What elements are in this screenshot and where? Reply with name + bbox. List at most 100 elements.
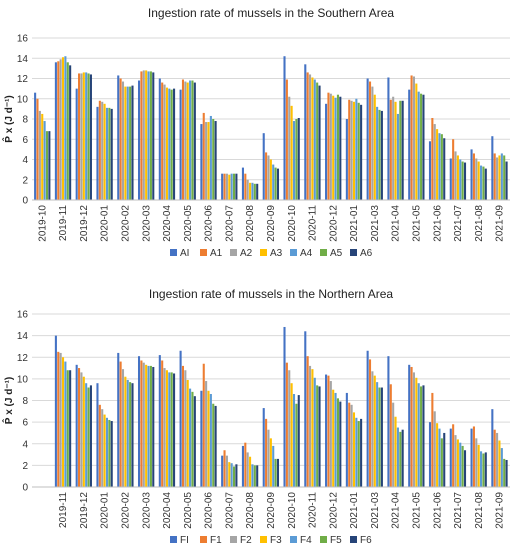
- bar-f5: [191, 392, 193, 487]
- bar-a1: [265, 152, 267, 200]
- bar-a4: [44, 121, 46, 200]
- legend-label: FI: [180, 535, 189, 546]
- x-tick-label: 2021-08: [474, 205, 485, 242]
- bar-a6: [256, 184, 258, 200]
- bar-f6: [485, 452, 487, 487]
- bar-f4: [189, 389, 191, 487]
- bar-a1: [369, 82, 371, 200]
- legend-item: F2: [230, 535, 252, 546]
- bar-f2: [475, 438, 477, 487]
- bar-f6: [464, 450, 466, 487]
- bar-f1: [494, 430, 496, 487]
- bar-f6: [194, 396, 196, 487]
- x-tick-label: 2020-08: [245, 205, 256, 242]
- bar-f1: [224, 450, 226, 487]
- bar-fi: [200, 391, 202, 487]
- bar-f6: [152, 367, 154, 487]
- bar-f4: [355, 418, 357, 487]
- bar-ai: [387, 77, 389, 200]
- bar-f5: [254, 465, 256, 487]
- bar-f2: [205, 381, 207, 487]
- bar-a6: [277, 169, 279, 200]
- bar-f1: [244, 443, 246, 487]
- bar-fi: [242, 446, 244, 487]
- bar-f2: [371, 371, 373, 487]
- x-tick-label: 2021-04: [391, 205, 402, 242]
- bar-a5: [482, 167, 484, 200]
- bar-a6: [48, 131, 50, 200]
- bar-a1: [452, 139, 454, 200]
- bar-a1: [431, 118, 433, 200]
- bar-fi: [221, 456, 223, 487]
- bar-a3: [270, 160, 272, 201]
- bar-f5: [399, 432, 401, 487]
- bar-f5: [67, 370, 69, 487]
- bar-f4: [397, 428, 399, 487]
- bar-a6: [422, 95, 424, 200]
- bar-f5: [420, 386, 422, 487]
- bar-a6: [319, 86, 321, 200]
- bar-f6: [339, 402, 341, 487]
- bar-a4: [251, 183, 253, 200]
- bar-a2: [80, 73, 82, 200]
- x-tick-label: 2021-09: [495, 492, 506, 529]
- bar-f3: [145, 365, 147, 487]
- bar-a6: [485, 169, 487, 200]
- bar-f4: [438, 429, 440, 487]
- bar-a6: [360, 105, 362, 200]
- bar-a5: [316, 83, 318, 200]
- legend-item: F5: [320, 535, 342, 546]
- legend-item: A3: [260, 248, 283, 259]
- bar-a4: [85, 72, 87, 200]
- bar-a5: [67, 62, 69, 200]
- bar-fi: [387, 356, 389, 487]
- bar-f3: [124, 377, 126, 487]
- x-tick-label: 2019-10: [37, 205, 48, 242]
- bar-ai: [76, 89, 78, 200]
- bar-fi: [180, 351, 182, 487]
- y-tick-label: 12: [17, 74, 29, 85]
- bar-a4: [293, 121, 295, 200]
- bar-f3: [498, 441, 500, 487]
- bar-a4: [480, 166, 482, 200]
- bar-fi: [96, 383, 98, 487]
- x-tick-label: 2021-05: [411, 205, 422, 242]
- x-tick-label: 2020-06: [204, 205, 215, 242]
- bar-a2: [288, 97, 290, 200]
- bar-f5: [441, 438, 443, 487]
- bar-f4: [85, 383, 87, 487]
- legend-item: FI: [170, 535, 189, 546]
- bar-f4: [314, 378, 316, 487]
- x-tick-label: 2021-03: [370, 205, 381, 242]
- bar-a1: [36, 99, 38, 200]
- bar-f2: [143, 363, 145, 487]
- bar-fi: [325, 375, 327, 487]
- bar-f4: [418, 383, 420, 487]
- bar-a5: [503, 155, 505, 200]
- bar-a2: [351, 101, 353, 200]
- bar-a5: [46, 131, 48, 200]
- bar-fi: [450, 429, 452, 487]
- bar-f2: [80, 372, 82, 487]
- bar-f3: [291, 383, 293, 487]
- bar-f2: [434, 411, 436, 487]
- bar-f4: [272, 446, 274, 487]
- legend-swatch: [290, 249, 297, 256]
- bar-a5: [212, 119, 214, 200]
- x-tick-label: 2020-01: [100, 492, 111, 529]
- bar-f4: [210, 394, 212, 487]
- x-tick-label: 2021-04: [391, 492, 402, 529]
- x-tick-label: 2020-10: [287, 205, 298, 242]
- bar-a5: [150, 71, 152, 200]
- bar-f5: [171, 372, 173, 487]
- x-tick-label: 2021-07: [453, 205, 464, 242]
- bar-f4: [64, 362, 66, 487]
- bar-a4: [418, 92, 420, 200]
- bar-f6: [256, 465, 258, 487]
- bar-a6: [235, 174, 237, 200]
- y-tick-label: 8: [22, 115, 28, 126]
- bar-f6: [215, 406, 217, 487]
- bar-f6: [173, 373, 175, 487]
- bar-f4: [501, 448, 503, 487]
